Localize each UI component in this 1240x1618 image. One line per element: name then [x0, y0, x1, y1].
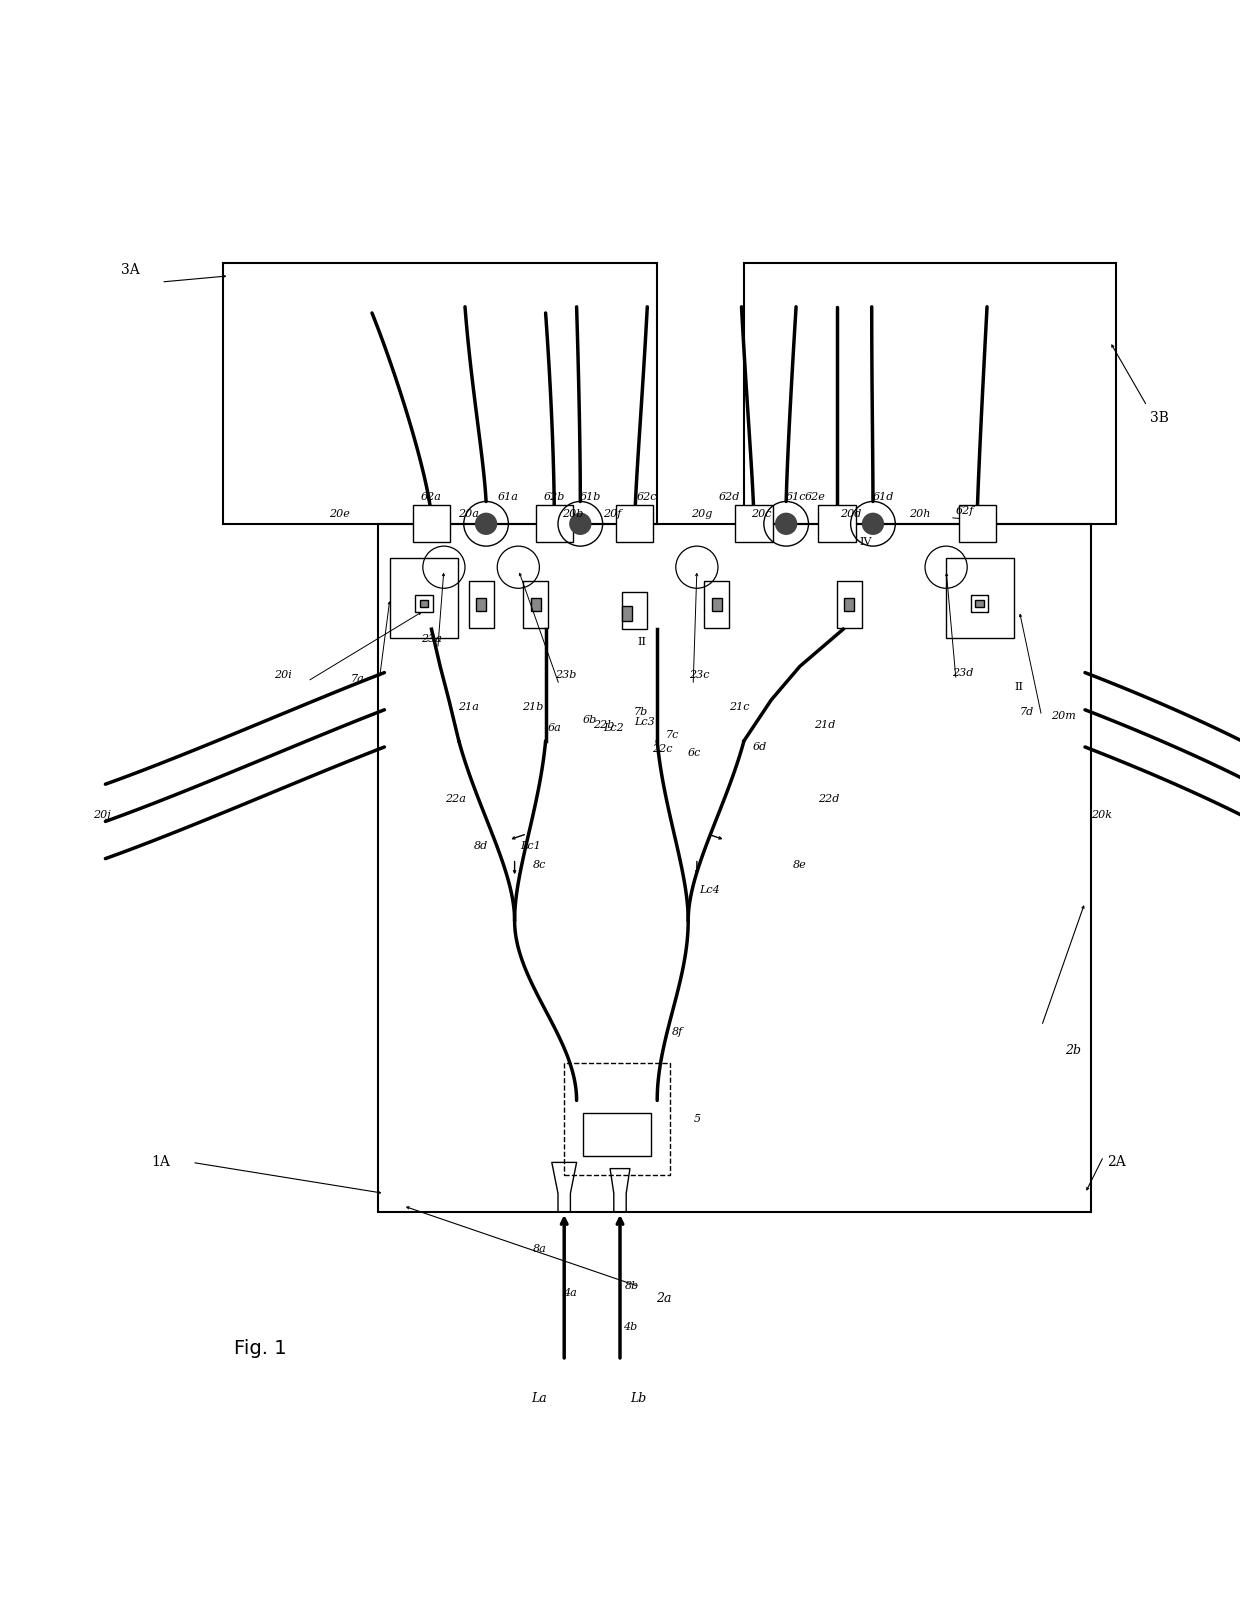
Bar — [735, 505, 773, 542]
Bar — [536, 505, 573, 542]
Text: 7c: 7c — [666, 730, 678, 739]
Bar — [818, 505, 856, 542]
Text: 22a: 22a — [445, 794, 465, 804]
Text: IV: IV — [859, 537, 872, 547]
Text: 22d: 22d — [817, 794, 839, 804]
Text: 1A: 1A — [151, 1155, 171, 1170]
Bar — [622, 592, 647, 629]
Text: 62f: 62f — [956, 506, 973, 516]
Text: 22b: 22b — [593, 720, 615, 730]
Text: Fig. 1: Fig. 1 — [234, 1340, 286, 1358]
Text: 6b: 6b — [583, 715, 598, 725]
Text: 62d: 62d — [718, 492, 740, 502]
Text: 20e: 20e — [330, 510, 350, 519]
Bar — [378, 524, 1091, 1212]
Text: 61c: 61c — [786, 492, 806, 502]
Text: La: La — [532, 1391, 547, 1404]
Text: 20f: 20f — [604, 510, 621, 519]
Text: 8b: 8b — [625, 1281, 640, 1291]
Text: 7a: 7a — [350, 673, 365, 684]
Text: 62c: 62c — [637, 492, 657, 502]
Text: II: II — [1014, 683, 1024, 693]
Text: 62e: 62e — [805, 492, 825, 502]
Text: 21c: 21c — [729, 702, 749, 712]
Text: 21a: 21a — [459, 702, 479, 712]
Text: 4b: 4b — [622, 1322, 637, 1332]
Bar — [419, 600, 429, 607]
Text: Lc3: Lc3 — [635, 717, 655, 726]
Text: 61b: 61b — [579, 492, 601, 502]
Text: 20h: 20h — [909, 510, 931, 519]
Text: 8d: 8d — [474, 841, 489, 851]
Bar — [959, 505, 996, 542]
Text: II: II — [637, 636, 647, 647]
Circle shape — [862, 513, 884, 536]
Text: 62b: 62b — [543, 492, 565, 502]
Text: 8c: 8c — [533, 859, 546, 870]
Text: 20a: 20a — [459, 510, 479, 519]
Bar — [976, 600, 985, 607]
Text: 8f: 8f — [671, 1027, 683, 1037]
Text: 20j: 20j — [93, 811, 110, 820]
Text: Lc4: Lc4 — [699, 885, 719, 895]
Text: 20c: 20c — [751, 510, 771, 519]
Bar — [389, 558, 459, 639]
Text: Lc2: Lc2 — [604, 723, 624, 733]
Bar — [415, 595, 433, 612]
Text: 2A: 2A — [1106, 1155, 1126, 1170]
Bar — [946, 558, 1014, 639]
Text: 23d: 23d — [951, 668, 973, 678]
Text: 20d: 20d — [839, 510, 862, 519]
Text: 7d: 7d — [1019, 707, 1034, 717]
Text: 7b: 7b — [634, 707, 649, 717]
Text: 21d: 21d — [813, 720, 836, 730]
Bar — [469, 581, 494, 628]
Bar — [744, 264, 1116, 524]
Text: 3B: 3B — [1149, 411, 1169, 426]
Text: 6a: 6a — [547, 723, 562, 733]
Text: 20b: 20b — [562, 510, 584, 519]
Text: 3A: 3A — [120, 262, 140, 277]
Text: 5: 5 — [693, 1115, 701, 1125]
Text: 61a: 61a — [498, 492, 518, 502]
Text: 8e: 8e — [792, 859, 807, 870]
Text: 4a: 4a — [563, 1288, 578, 1298]
Bar — [413, 505, 450, 542]
Text: 20g: 20g — [691, 510, 713, 519]
Bar — [476, 599, 486, 610]
Text: 21b: 21b — [522, 702, 544, 712]
Text: 2a: 2a — [656, 1293, 671, 1306]
Text: 20k: 20k — [1091, 811, 1111, 820]
Text: 6d: 6d — [753, 743, 768, 752]
Circle shape — [475, 513, 497, 536]
Text: 20i: 20i — [274, 670, 291, 680]
Bar — [616, 505, 653, 542]
Text: 61d: 61d — [872, 492, 894, 502]
Bar — [583, 1113, 651, 1157]
Text: Lb: Lb — [630, 1391, 647, 1404]
Bar — [223, 264, 657, 524]
Bar — [622, 605, 632, 621]
Bar — [844, 599, 854, 610]
Text: 6c: 6c — [688, 748, 701, 759]
Text: 23a: 23a — [422, 634, 441, 644]
Text: 8a: 8a — [532, 1244, 547, 1254]
Bar — [564, 1063, 670, 1175]
Bar — [971, 595, 988, 612]
Bar — [531, 599, 541, 610]
Text: 22c: 22c — [652, 744, 672, 754]
Text: 62a: 62a — [422, 492, 441, 502]
Circle shape — [775, 513, 797, 536]
Text: 2b: 2b — [1065, 1044, 1080, 1057]
Text: Lc1: Lc1 — [521, 841, 541, 851]
Bar — [704, 581, 729, 628]
Text: 20m: 20m — [1052, 710, 1076, 722]
Circle shape — [569, 513, 591, 536]
Text: 23c: 23c — [689, 670, 709, 680]
Bar — [712, 599, 722, 610]
Text: 23b: 23b — [554, 670, 577, 680]
Bar — [837, 581, 862, 628]
Bar — [523, 581, 548, 628]
